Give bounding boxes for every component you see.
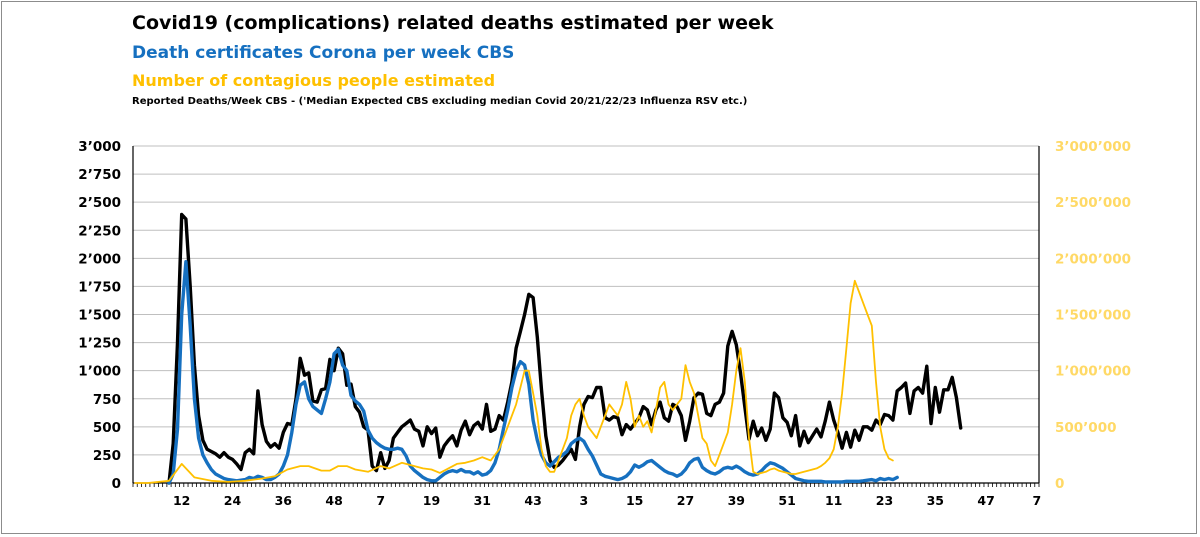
series-line-1: [167, 212, 963, 485]
x-tick-label: 31: [474, 493, 491, 508]
y-left-tick-label: 2’750: [78, 167, 121, 183]
y-right-tick-label: 2’500’000: [1055, 195, 1131, 211]
y-left-tick-label: 1’500: [78, 308, 121, 324]
x-tick-label: 51: [778, 493, 795, 508]
x-tick-label: 3: [580, 493, 589, 508]
y-left-tick-label: 750: [93, 392, 121, 408]
y-axis-right: 0 500’000 1’000’000 1’500’000 2’000’000 2’500…: [1038, 139, 1131, 492]
x-tick-label: 24: [224, 493, 242, 508]
y-left-tick-label: 2’500: [78, 195, 121, 211]
y-left-tick-label: 0: [112, 476, 121, 492]
x-tick-label: 35: [927, 493, 944, 508]
x-tick-label: 48: [325, 493, 342, 508]
x-tick-label: 12: [173, 493, 190, 508]
chart-subtitle-contagious: Number of contagious people estimated: [132, 71, 496, 90]
y-left-tick-label: 2’000: [78, 251, 121, 267]
x-tick-label: 36: [275, 493, 293, 508]
y-right-tick-label: 2’000’000: [1055, 251, 1131, 267]
x-tick-label: 47: [977, 493, 994, 508]
x-tick-label: 11: [825, 493, 842, 508]
y-left-tick-label: 500: [93, 420, 121, 436]
y-left-tick-label: 1’000: [78, 364, 121, 380]
x-tick-label: 15: [626, 493, 643, 508]
y-left-tick-label: 1’750: [78, 279, 121, 295]
x-tick-label: 7: [1033, 493, 1042, 508]
y-left-tick-label: 3’000: [78, 139, 121, 155]
y-right-tick-label: 500’000: [1055, 420, 1117, 436]
chart-title: Covid19 (complications) related deaths e…: [132, 12, 774, 34]
chart-note: Reported Deaths/Week CBS - ('Median Expe…: [132, 96, 748, 107]
series-line-2: [167, 260, 899, 485]
y-left-tick-label: 1’250: [78, 336, 121, 352]
y-right-tick-label: 3’000’000: [1055, 139, 1131, 155]
series-line-3: [134, 279, 894, 484]
x-tick-label: 43: [524, 493, 541, 508]
x-tick-label: 23: [876, 493, 893, 508]
grid: [133, 145, 1039, 456]
x-tick-label: 27: [677, 493, 694, 508]
y-left-tick-label: 2’250: [78, 223, 121, 239]
y-left-tick-label: 250: [93, 448, 121, 464]
y-right-tick-label: 1’000’000: [1055, 364, 1131, 380]
chart-subtitle-cbs: Death certificates Corona per week CBS: [132, 43, 515, 63]
x-tick-label: 7: [376, 493, 385, 508]
x-axis: 12 24 36 48 7 19 31 43 3 15 27 39 51 11 23 35 47 7: [132, 482, 1042, 508]
y-right-tick-label: 1’500’000: [1055, 308, 1131, 324]
x-tick-label: 19: [423, 493, 440, 508]
y-right-tick-label: 0: [1055, 476, 1064, 492]
y-axis-left: 0 250 500 750 1’000 1’250 1’500 1’750 2’000 2’250…: [78, 139, 134, 492]
x-tick-label: 39: [728, 493, 745, 508]
series-lines: [134, 212, 963, 485]
